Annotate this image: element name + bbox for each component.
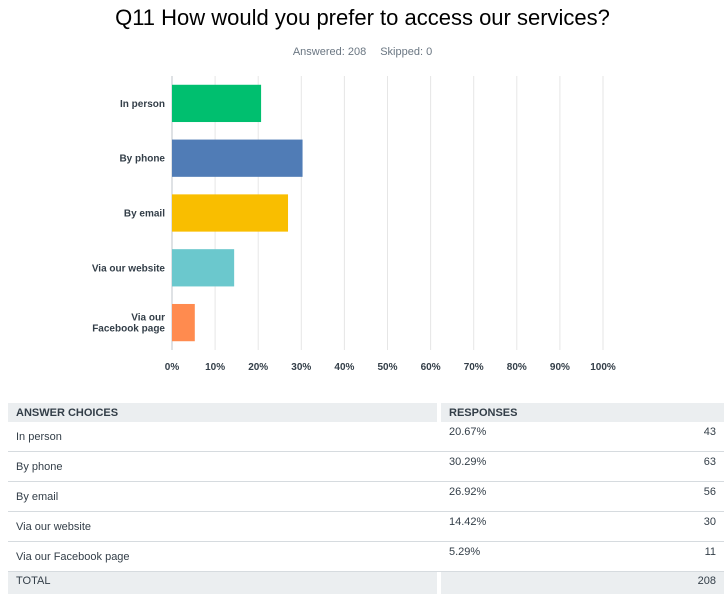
choice-cell: Via our website (8, 512, 437, 542)
count-cell: 30 (587, 512, 724, 542)
percent-cell: 26.92% (441, 482, 587, 512)
responses-header: RESPONSES (441, 403, 724, 422)
x-tick-label: 30% (291, 362, 311, 373)
bar-via-our-facebook-page (172, 304, 195, 341)
table-row: Via our Facebook page 5.29% 11 (8, 542, 724, 572)
x-tick-label: 0% (165, 362, 180, 373)
choice-cell: By phone (8, 452, 437, 482)
count-cell: 11 (587, 542, 724, 572)
table-row: In person 20.67% 43 (8, 422, 724, 452)
total-count: 208 (587, 572, 724, 594)
total-row: TOTAL 208 (8, 572, 724, 594)
percent-cell: 5.29% (441, 542, 587, 572)
x-tick-label: 20% (248, 362, 268, 373)
percent-cell: 30.29% (441, 452, 587, 482)
count-cell: 63 (587, 452, 724, 482)
x-tick-label: 60% (421, 362, 441, 373)
bar-chart: 0% 10% 20% 30% 40% 50% 60% 70% 80% 90% 100% In pers… (0, 0, 725, 395)
choice-cell: By email (8, 482, 437, 512)
x-tick-label: 80% (507, 362, 527, 373)
percent-cell: 20.67% (441, 422, 587, 452)
choice-cell: In person (8, 422, 437, 452)
total-label: TOTAL (8, 572, 437, 594)
bar-by-email (172, 194, 288, 231)
choice-cell: Via our Facebook page (8, 542, 437, 572)
bar-via-our-website (172, 249, 234, 286)
category-label: In person (120, 99, 165, 110)
category-label: Facebook page (92, 324, 165, 335)
table-row: By phone 30.29% 63 (8, 452, 724, 482)
x-tick-label: 70% (464, 362, 484, 373)
x-tick-label: 90% (550, 362, 570, 373)
percent-cell: 14.42% (441, 512, 587, 542)
bar-by-phone (172, 140, 303, 177)
count-cell: 43 (587, 422, 724, 452)
table-row: Via our website 14.42% 30 (8, 512, 724, 542)
x-tick-label: 40% (334, 362, 354, 373)
x-tick-label: 10% (205, 362, 225, 373)
results-table: ANSWER CHOICES RESPONSES In person 20.67… (8, 403, 724, 594)
bar-in-person (172, 85, 261, 122)
x-tick-label: 50% (377, 362, 397, 373)
x-tick-label: 100% (590, 362, 616, 373)
category-label: By phone (119, 154, 165, 165)
category-label: Via our website (92, 263, 166, 274)
count-cell: 56 (587, 482, 724, 512)
category-label: Via our (131, 313, 165, 324)
answer-choices-header: ANSWER CHOICES (8, 403, 437, 422)
table-row: By email 26.92% 56 (8, 482, 724, 512)
category-label: By email (124, 209, 165, 220)
